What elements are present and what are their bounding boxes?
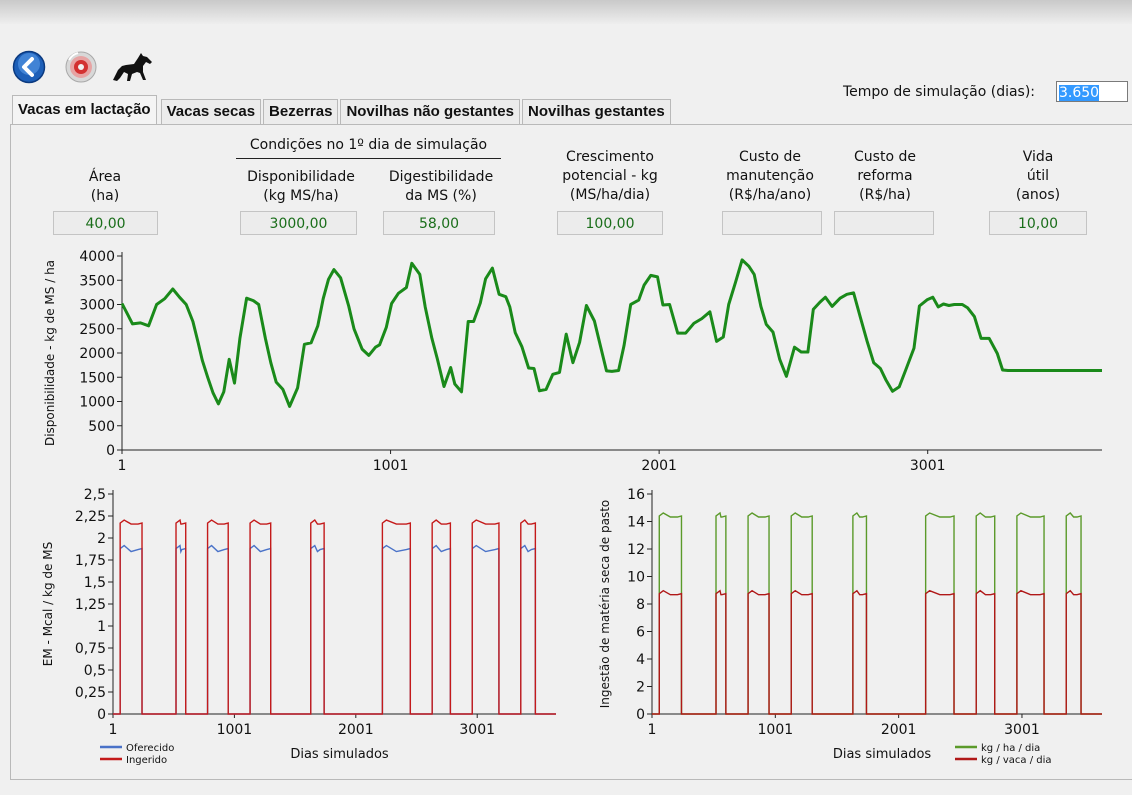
y-tick-label: 3000	[79, 298, 115, 314]
y-tick-label: 500	[88, 419, 115, 435]
simulation-time-value: 3.650	[1059, 85, 1100, 101]
chart-0: 0 500 1000 1500 2000 2500 3000 3500 4000 1 1001 200…	[43, 249, 1102, 474]
chart-2: 0 2 4 6 8 10 12 14 16 1 1001 2001 3001 Ingestão de ma…	[598, 487, 1102, 766]
tab-vacas-em-lactacao[interactable]: Vacas em lactação	[12, 95, 157, 124]
disponibilidade-label: Disponibilidade (kg MS/ha)	[247, 169, 355, 204]
vida-util-label: Vida útil (anos)	[1015, 149, 1061, 203]
conditions-divider	[236, 158, 501, 159]
digestibilidade-label: Digestibilidade da MS (%)	[388, 169, 494, 204]
x-tick-label: 1001	[758, 722, 794, 738]
y-tick-label: 10	[627, 570, 645, 586]
y-tick-label: 1	[97, 619, 106, 635]
y-tick-label: 1000	[79, 395, 115, 411]
custo-reforma-field[interactable]	[834, 211, 934, 235]
x-tick-label: 1	[648, 722, 657, 738]
y-axis-label: EM - Mcal / kg de MS	[41, 542, 55, 666]
tab-novilhas-gestantes[interactable]: Novilhas gestantes	[522, 99, 671, 124]
window-title-bar	[0, 0, 1132, 24]
y-tick-label: 0,5	[84, 663, 106, 679]
custo-manutencao-field[interactable]	[722, 211, 822, 235]
y-tick-label: 3500	[79, 273, 115, 289]
series-b	[652, 589, 1102, 715]
x-tick-label: 3001	[459, 722, 495, 738]
digestibilidade-field[interactable]: 58,00	[383, 211, 495, 235]
tab-bar: Vacas em lactação Vacas secas Bezerras N…	[12, 95, 673, 124]
y-tick-label: 2	[636, 680, 645, 696]
y-tick-label: 0	[97, 707, 106, 723]
disponibilidade-field[interactable]: 3000,00	[240, 211, 357, 235]
y-tick-label: 8	[636, 597, 645, 613]
disc-icon[interactable]	[64, 50, 98, 84]
series-b	[113, 518, 556, 715]
x-tick-label: 3001	[1004, 722, 1040, 738]
x-tick-label: 2001	[641, 458, 677, 474]
custo-reforma-label: Custo de reforma (R$/ha)	[854, 149, 916, 203]
back-arrow-icon[interactable]	[12, 50, 46, 84]
x-tick-label: 1	[118, 458, 127, 474]
tab-bezerras[interactable]: Bezerras	[263, 99, 339, 124]
tab-novilhas-nao-gestantes[interactable]: Novilhas não gestantes	[340, 99, 520, 124]
y-tick-label: 4000	[79, 249, 115, 265]
y-tick-label: 2,25	[75, 509, 106, 525]
y-tick-label: 2	[97, 531, 106, 547]
y-tick-label: 1500	[79, 370, 115, 386]
x-axis-label: Dias simulados	[833, 747, 932, 762]
legend-label: Ingerido	[126, 755, 167, 766]
series-a	[652, 511, 1102, 715]
y-tick-label: 6	[636, 625, 645, 641]
y-axis-label: Ingestão de matéria seca de pasto	[598, 500, 612, 708]
y-tick-label: 2500	[79, 322, 115, 338]
series-a	[113, 544, 556, 715]
custo-manutencao-label: Custo de manutenção (R$/ha/ano)	[726, 149, 814, 203]
y-tick-label: 0	[106, 443, 115, 459]
x-tick-label: 1001	[217, 722, 253, 738]
simulation-time-label: Tempo de simulação (dias):	[843, 84, 1036, 100]
vida-util-field[interactable]: 10,00	[989, 211, 1087, 235]
crescimento-label: Crescimento potencial - kg (MS/ha/dia)	[562, 149, 658, 203]
y-axis-label: Disponibilidade - kg de MS / ha	[43, 260, 57, 446]
y-tick-label: 0,25	[75, 685, 106, 701]
x-tick-label: 2001	[881, 722, 917, 738]
y-tick-label: 12	[627, 542, 645, 558]
x-tick-label: 2001	[338, 722, 374, 738]
y-tick-label: 1,5	[84, 575, 106, 591]
legend-label: kg / vaca / dia	[981, 755, 1052, 766]
y-tick-label: 14	[627, 515, 645, 531]
horse-icon[interactable]	[110, 50, 154, 84]
area-label: Área (ha)	[88, 169, 122, 204]
y-tick-label: 1,25	[75, 597, 106, 613]
y-tick-label: 4	[636, 652, 645, 668]
area-field[interactable]: 40,00	[53, 211, 158, 235]
x-axis-label: Dias simulados	[290, 747, 389, 762]
y-tick-label: 0,75	[75, 641, 106, 657]
legend-label: Oferecido	[126, 743, 174, 754]
y-tick-label: 2000	[79, 346, 115, 362]
chart-1: 0 0,25 0,5 0,75 1 1,25 1,5 1,75 2 2,25 2,5 1 1001 200…	[41, 487, 556, 766]
y-tick-label: 16	[627, 487, 645, 503]
y-tick-label: 1,75	[75, 553, 106, 569]
x-tick-label: 1001	[373, 458, 409, 474]
conditions-title: Condições no 1º dia de simulação	[249, 137, 488, 153]
y-tick-label: 0	[636, 707, 645, 723]
tab-vacas-secas[interactable]: Vacas secas	[160, 99, 262, 124]
x-tick-label: 3001	[910, 458, 946, 474]
series-line	[120, 258, 1102, 408]
crescimento-field[interactable]: 100,00	[557, 211, 663, 235]
x-tick-label: 1	[109, 722, 118, 738]
simulation-time-input[interactable]: 3.650	[1056, 81, 1128, 102]
y-tick-label: 2,5	[84, 487, 106, 503]
legend-label: kg / ha / dia	[981, 743, 1040, 754]
